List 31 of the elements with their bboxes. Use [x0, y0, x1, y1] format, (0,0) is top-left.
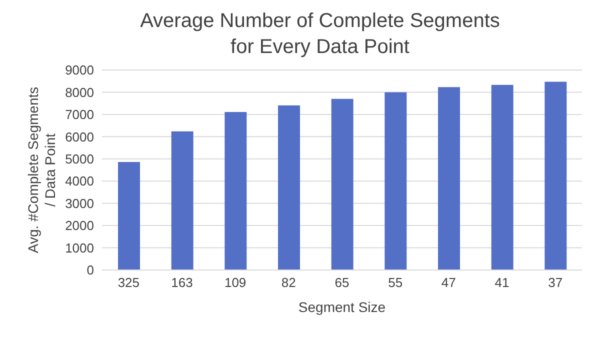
bar: [118, 162, 140, 270]
x-tick-label: 55: [388, 275, 403, 290]
y-tick-label: 3000: [65, 196, 94, 211]
y-tick-label: 2000: [65, 218, 94, 234]
bar: [438, 87, 460, 270]
x-tick-label: 41: [494, 275, 510, 290]
x-tick-label: 37: [548, 275, 563, 290]
y-tick-label: 8000: [65, 84, 94, 100]
y-axis-title: Avg. #Complete Segments / Data Point: [25, 86, 58, 254]
x-tick-label: 82: [281, 275, 296, 290]
bar: [278, 105, 300, 270]
bar: [331, 98, 354, 270]
x-tick-label: 65: [334, 275, 350, 290]
y-tick-label: 9000: [65, 62, 94, 78]
bar: [171, 131, 194, 270]
x-tick-label: 47: [441, 275, 456, 290]
bar: [491, 84, 514, 270]
x-axis-title: Segment Size: [298, 299, 386, 315]
bar: [544, 82, 567, 270]
y-tick-label: 5000: [65, 152, 94, 167]
x-tick-label: 163: [171, 275, 193, 290]
bar: [224, 112, 247, 270]
y-tick-label: 4000: [65, 174, 94, 189]
y-tick-label: 1000: [65, 240, 94, 256]
chart-title: Average Number of Complete Segments for Every Data Point: [139, 9, 501, 60]
x-tick-label: 109: [224, 275, 246, 290]
y-tick-label: 0: [86, 262, 94, 278]
y-tick-label: 6000: [65, 129, 94, 144]
bar: [384, 92, 407, 270]
x-tick-label: 325: [118, 275, 140, 290]
y-tick-label: 7000: [65, 107, 94, 122]
